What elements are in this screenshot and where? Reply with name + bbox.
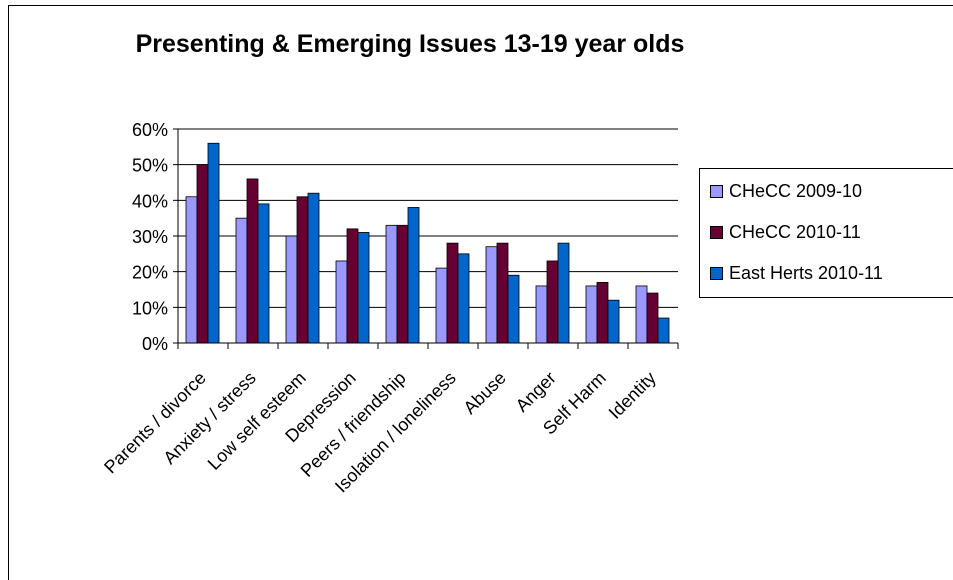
legend-label-1: CHeCC 2009-10 bbox=[729, 181, 863, 201]
bar-2 bbox=[246, 178, 259, 344]
bar-3 bbox=[307, 192, 320, 344]
x-tick-label: Anger bbox=[512, 368, 560, 416]
y-tick-label: 50% bbox=[132, 156, 168, 176]
bar-1 bbox=[535, 285, 548, 344]
bar-1 bbox=[385, 224, 398, 344]
bar-2 bbox=[496, 242, 509, 344]
bar-2 bbox=[646, 292, 659, 344]
bar-3 bbox=[457, 253, 470, 344]
bar-3 bbox=[257, 203, 270, 344]
bar-1 bbox=[435, 267, 448, 344]
x-tick-label: Abuse bbox=[460, 368, 510, 418]
bar-1 bbox=[485, 246, 498, 344]
chart-legend: CHeCC 2009-10 CHeCC 2010-11 East Herts 2… bbox=[699, 168, 953, 298]
y-tick-label: 10% bbox=[132, 298, 168, 318]
legend-swatch-2 bbox=[710, 226, 723, 239]
bar-1 bbox=[185, 196, 198, 344]
bar-1 bbox=[635, 285, 648, 344]
legend-label-2: CHeCC 2010-11 bbox=[729, 222, 861, 242]
legend-swatch-3 bbox=[710, 267, 723, 280]
bar-3 bbox=[607, 299, 620, 344]
legend-item-series-2: CHeCC 2010-11 bbox=[710, 222, 861, 243]
bar-1 bbox=[285, 235, 298, 344]
bar-2 bbox=[446, 242, 459, 344]
chart-title: Presenting & Emerging Issues 13-19 year … bbox=[135, 30, 685, 58]
bar-3 bbox=[557, 242, 570, 344]
legend-item-series-3: East Herts 2010-11 bbox=[710, 263, 883, 284]
bar-1 bbox=[235, 217, 248, 344]
bar-1 bbox=[335, 260, 348, 344]
bar-3 bbox=[657, 317, 670, 344]
x-tick-label: Identity bbox=[605, 368, 660, 423]
bar-3 bbox=[357, 232, 370, 344]
y-tick-label: 60% bbox=[132, 120, 168, 140]
bar-1 bbox=[585, 285, 598, 344]
bar-2 bbox=[296, 196, 309, 344]
y-tick-label: 30% bbox=[132, 227, 168, 247]
bar-3 bbox=[207, 142, 220, 344]
bar-3 bbox=[507, 274, 520, 344]
bar-2 bbox=[346, 228, 359, 344]
bar-3 bbox=[407, 207, 420, 344]
legend-swatch-1 bbox=[710, 185, 723, 198]
legend-label-3: East Herts 2010-11 bbox=[729, 263, 883, 283]
legend-item-series-1: CHeCC 2009-10 bbox=[710, 181, 862, 202]
bar-2 bbox=[596, 281, 609, 344]
bar-2 bbox=[396, 224, 409, 344]
bar-2 bbox=[196, 164, 209, 344]
y-tick-label: 40% bbox=[132, 191, 168, 211]
y-tick-label: 20% bbox=[132, 263, 168, 283]
y-tick-label: 0% bbox=[142, 334, 168, 354]
bar-2 bbox=[546, 260, 559, 344]
